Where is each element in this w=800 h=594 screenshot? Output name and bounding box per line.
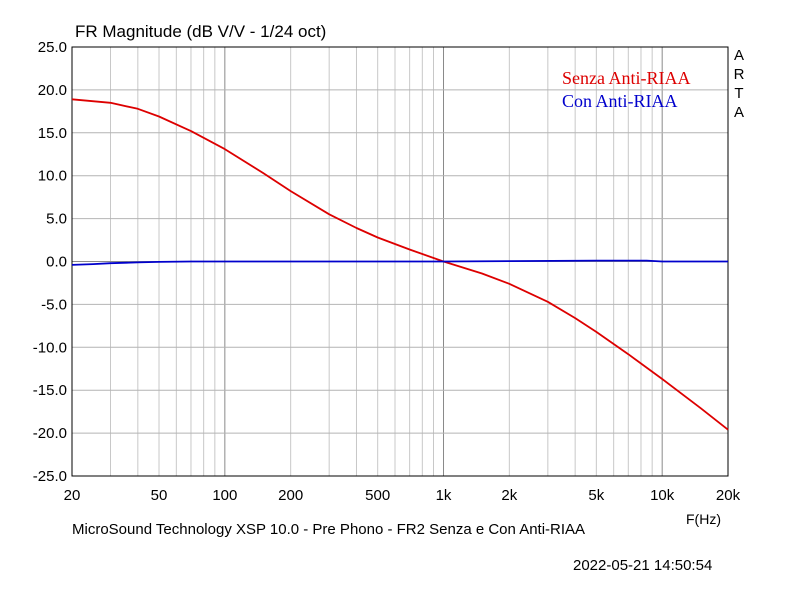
series-line-con-anti-riaa	[71, 259, 728, 266]
x-tick-label: 5k	[588, 487, 604, 504]
x-tick-label: 20	[64, 487, 81, 504]
y-tick-label: -10.0	[33, 339, 67, 356]
y-axis-ticks: 25.0 20.0 15.0 10.0 5.0 0.0 -5.0 -10.0 -15.0 -20.…	[33, 39, 67, 485]
timestamp: 2022-05-21 14:50:54	[573, 557, 713, 574]
arta-letter: T	[734, 85, 744, 102]
x-tick-label: 1k	[436, 487, 452, 504]
arta-letter: R	[733, 66, 745, 83]
x-axis-label: F(Hz)	[686, 511, 721, 527]
x-tick-label: 20k	[716, 487, 741, 504]
x-tick-label: 2k	[501, 487, 517, 504]
y-tick-label: 25.0	[38, 39, 67, 56]
x-tick-label: 50	[151, 487, 168, 504]
arta-letter: A	[733, 47, 744, 64]
y-tick-label: 15.0	[38, 125, 67, 142]
y-tick-label: 10.0	[38, 168, 67, 185]
x-tick-label: 100	[212, 487, 237, 504]
legend-entry-con: Con Anti-RIAA	[562, 91, 678, 111]
series-layer	[71, 98, 729, 431]
x-axis-ticks: 20 50 100 200 500 1k 2k 5k 10k 20k	[64, 487, 741, 504]
x-tick-label: 500	[365, 487, 390, 504]
y-tick-label: -25.0	[33, 468, 67, 485]
legend-entry-senza: Senza Anti-RIAA	[562, 68, 691, 88]
y-tick-label: -20.0	[33, 425, 67, 442]
y-tick-label: 20.0	[38, 82, 67, 99]
y-tick-label: -5.0	[41, 296, 67, 313]
arta-vertical-label: A R T A	[733, 46, 745, 122]
series-line-senza-anti-riaa	[71, 98, 729, 431]
x-tick-label: 200	[278, 487, 303, 504]
x-tick-label: 10k	[650, 487, 675, 504]
chart-caption: MicroSound Technology XSP 10.0 - Pre Pho…	[72, 521, 586, 538]
y-tick-label: -15.0	[33, 382, 67, 399]
chart-title: FR Magnitude (dB V/V - 1/24 oct)	[75, 22, 327, 41]
y-tick-label: 5.0	[46, 211, 67, 228]
arta-letter: A	[733, 104, 744, 121]
y-tick-label: 0.0	[46, 254, 67, 271]
